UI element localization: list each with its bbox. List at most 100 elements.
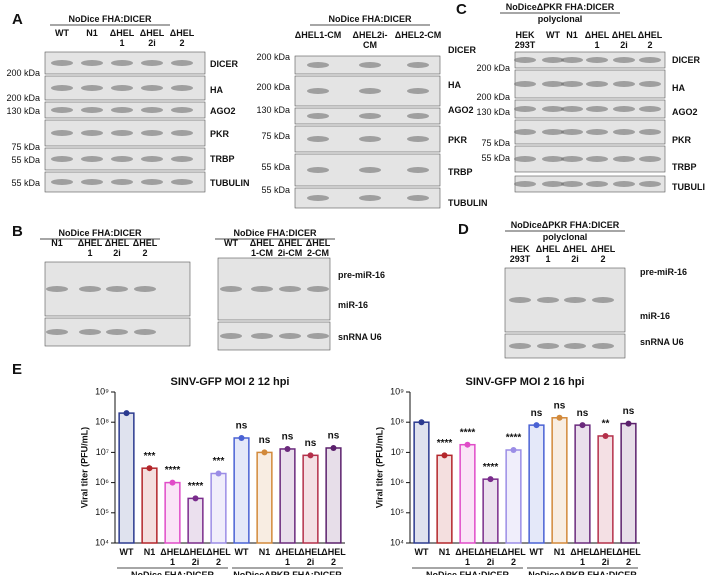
blot-band [613,129,635,135]
blot-band [639,106,661,112]
kda-marker: 130 kDa [6,106,40,116]
blot-band [81,156,103,162]
blot-band [586,156,608,162]
blot-band [220,286,242,292]
blot-band [592,297,614,303]
significance-label: ns [282,432,294,443]
blot-band [251,333,273,339]
blot-band [542,57,564,63]
blot-header: NoDice FHA:DICER [328,14,412,24]
target-label: miR-16 [338,300,369,310]
kda-marker: 200 kDa [6,68,40,78]
lane-label: ΔHEL 2 [637,30,663,50]
blot-band [564,343,586,349]
blot-header: NoDice FHA:DICER [233,228,317,238]
blot-header: NoDiceΔPKR FHA:DICER [510,220,620,230]
blot-band [111,156,133,162]
blot-band [359,167,381,173]
lane-label: ΔHEL 2i [562,244,588,264]
bar [302,454,319,544]
lane-label: ΔHEL 2 [169,28,195,48]
bar [256,451,273,544]
bar-point [307,452,314,459]
blot-band [613,106,635,112]
blot-band [407,62,429,68]
x-tick-label: ΔHEL 2i [298,547,323,567]
blot-band [81,60,103,66]
bar [279,448,296,544]
bar [620,422,637,544]
blot-header: NoDiceΔPKR FHA:DICER [505,2,615,12]
group-label: NoDice FHA:DICER [425,570,509,575]
kda-marker: 55 kDa [261,162,290,172]
blot-band [51,107,73,113]
bar-point [192,495,199,502]
blot-band [613,57,635,63]
blot-band [171,179,193,185]
significance-label: **** [437,438,453,449]
blot-band [171,130,193,136]
bar [233,437,250,544]
blot-band [279,333,301,339]
blot-band [586,181,608,187]
blot-band [51,60,73,66]
panel-label: D [458,221,469,238]
blot-band [307,88,329,94]
blot-band [359,136,381,142]
blot-band [51,85,73,91]
blot-band [81,130,103,136]
blot-band [51,130,73,136]
significance-label: ns [328,431,340,442]
chart-title: SINV-GFP MOI 2 12 hpi [171,376,290,388]
panel-label: C [456,1,467,18]
bar-point [169,479,176,486]
target-label: PKR [448,135,468,145]
significance-label: **** [188,481,204,492]
kda-marker: 200 kDa [476,63,510,73]
blot-band [307,195,329,201]
y-tick-label: 10⁷ [391,447,404,457]
blot-band [639,129,661,135]
bar-point [533,422,540,429]
lane-label: ΔHEL 2 [132,238,158,258]
blot-band [561,129,583,135]
x-tick-label: ΔHEL 2 [616,547,641,567]
blot-band [542,81,564,87]
blot-band [561,106,583,112]
blot-band [407,136,429,142]
blot-band [46,286,68,292]
blot-band [561,156,583,162]
kda-marker: 200 kDa [6,93,40,103]
blot-band [81,85,103,91]
panel-label: A [12,11,23,28]
bar-point [330,444,337,451]
lane-label: WT [224,238,238,248]
bar [325,447,342,544]
y-tick-label: 10⁸ [95,417,109,427]
blot-band [639,81,661,87]
blot-subheader: polyclonal [542,232,588,242]
blot-band [509,343,531,349]
blot-band [141,156,163,162]
lane-label: ΔHEL2i-CM [352,30,388,50]
blot-band [279,286,301,292]
x-tick-label: ΔHEL 1 [570,547,595,567]
target-label: PKR [210,129,230,139]
blot-band [537,297,559,303]
kda-marker: 75 kDa [261,131,290,141]
blot-band [407,195,429,201]
bar [141,467,158,544]
bar-point [602,432,609,439]
blot-band [537,343,559,349]
y-tick-label: 10⁴ [390,537,404,547]
target-label: snRNA U6 [640,337,684,347]
blot-band [81,107,103,113]
target-label: PKR [672,135,692,145]
panel-label: E [12,361,23,378]
blot-band [639,156,661,162]
blot-band [51,156,73,162]
y-tick-label: 10⁹ [95,386,109,396]
bar-point [215,470,222,477]
blot-band [134,329,156,335]
blot-header: NoDice FHA:DICER [58,228,142,238]
